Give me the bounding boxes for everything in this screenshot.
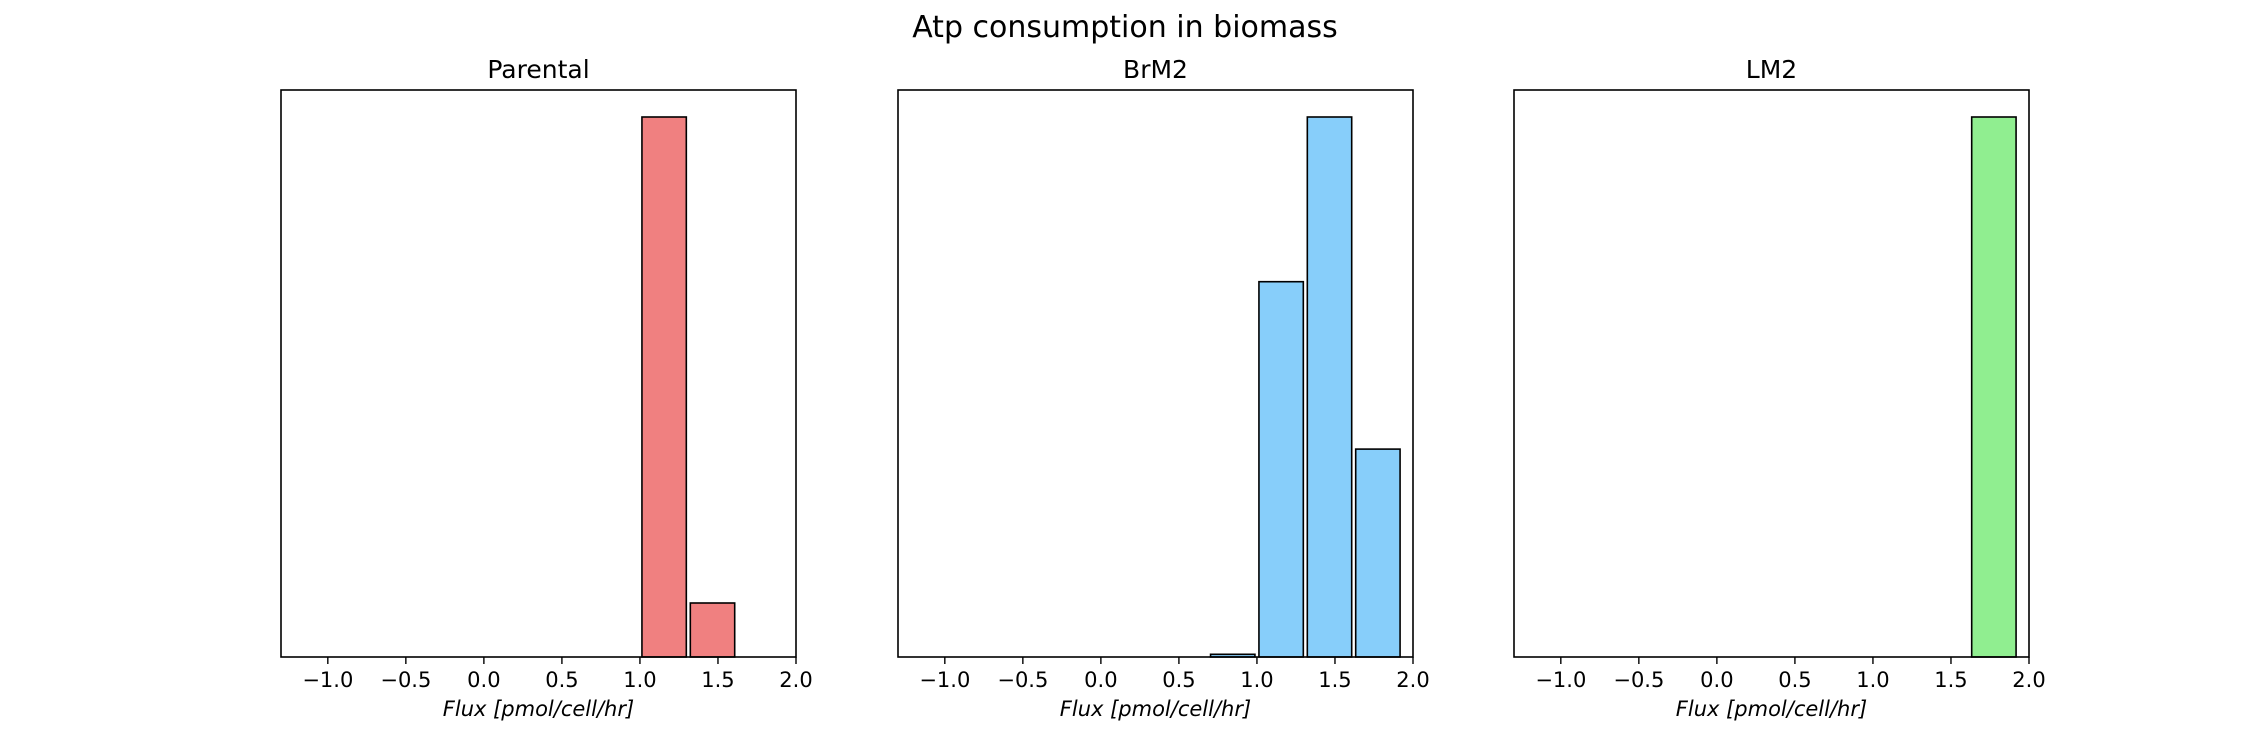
x-axis-label: Flux [pmol/cell/hr] — [1060, 697, 1251, 721]
x-tick-label: −0.5 — [997, 668, 1048, 692]
x-axis-label: Flux [pmol/cell/hr] — [1676, 697, 1867, 721]
x-axis-label: Flux [pmol/cell/hr] — [443, 697, 634, 721]
x-tick-label: 0.5 — [1162, 668, 1195, 692]
x-tick-label: 0.0 — [1084, 668, 1117, 692]
panel-title: BrM2 — [1123, 55, 1188, 84]
histogram-bar — [1354, 448, 1401, 658]
subplots: Parental −1.0 −0.5 0.0 0.5 1.0 1.5 2.0 Flux [pmo… — [280, 55, 2046, 721]
x-tick-label: −1.0 — [919, 668, 970, 692]
subplot-lm2: LM2 −1.0 −0.5 0.0 0.5 1.0 1.5 2.0 Flux [pmol/cel… — [1513, 55, 2046, 721]
panel-title: LM2 — [1746, 55, 1797, 84]
x-tick-label: 1.0 — [1856, 668, 1889, 692]
panel-title: Parental — [487, 55, 589, 84]
histogram-bar — [1258, 280, 1305, 658]
x-tick-label: 0.0 — [1700, 668, 1733, 692]
histogram-bar — [689, 602, 736, 658]
x-tick-label: 2.0 — [1396, 668, 1429, 692]
x-tick-label: 1.0 — [623, 668, 656, 692]
subplot-parental: Parental −1.0 −0.5 0.0 0.5 1.0 1.5 2.0 Flux [pmo… — [280, 55, 813, 721]
x-tick-label: 1.5 — [701, 668, 734, 692]
axes-frame — [897, 89, 1414, 658]
x-tick-label: 0.5 — [545, 668, 578, 692]
subplot-brm2: BrM2 −1.0 −0.5 0.0 0.5 1.0 1.5 2.0 Flux [pmol/ce… — [897, 55, 1430, 721]
x-tick-label: 1.5 — [1934, 668, 1967, 692]
axes-frame — [1513, 89, 2030, 658]
x-tick-label: 1.5 — [1318, 668, 1351, 692]
x-tick-label: −0.5 — [1613, 668, 1664, 692]
figure-suptitle: Atp consumption in biomass — [912, 10, 1338, 45]
x-tick-label: 0.0 — [467, 668, 500, 692]
x-tick-label: 0.5 — [1778, 668, 1811, 692]
x-tick-label: −1.0 — [1535, 668, 1586, 692]
histogram-bar — [641, 116, 688, 658]
x-tick-label: −1.0 — [302, 668, 353, 692]
x-tick-label: 2.0 — [2012, 668, 2045, 692]
histogram-bar — [1970, 116, 2017, 658]
x-tick-label: 2.0 — [779, 668, 812, 692]
axes-frame — [280, 89, 797, 658]
x-tick-label: −0.5 — [380, 668, 431, 692]
histogram-bar — [1306, 116, 1353, 658]
x-tick-label: 1.0 — [1240, 668, 1273, 692]
